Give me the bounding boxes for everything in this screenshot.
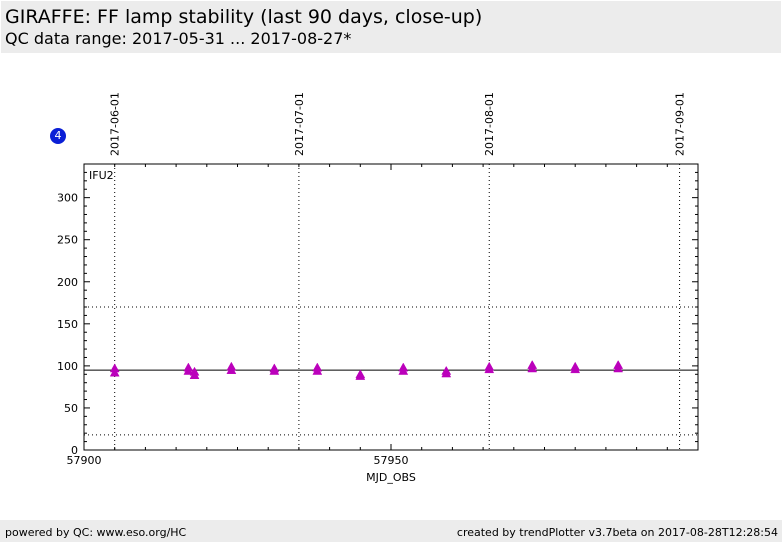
date-tick-label: 2017-07-01 — [293, 92, 306, 156]
y-tick-label: 0 — [71, 444, 78, 457]
data-point-marker — [226, 365, 237, 374]
data-point-marker — [109, 367, 120, 377]
y-tick-label: 300 — [57, 192, 78, 205]
y-tick-label: 200 — [57, 276, 78, 289]
y-tick-label: 100 — [57, 360, 78, 373]
date-tick-label: 2017-08-01 — [483, 92, 496, 156]
data-point-marker — [312, 365, 323, 375]
header-bar: GIRAFFE: FF lamp stability (last 90 days… — [0, 0, 782, 54]
y-tick-label: 250 — [57, 234, 78, 247]
y-tick-label: 50 — [64, 402, 78, 415]
page-title: GIRAFFE: FF lamp stability (last 90 days… — [5, 6, 483, 28]
date-tick-label: 2017-06-01 — [109, 92, 122, 156]
panel-label: IFU2 — [89, 169, 114, 182]
data-point-marker — [189, 370, 200, 379]
footer-powered-by: powered by QC: www.eso.org/HC — [5, 526, 187, 539]
data-point-marker — [527, 363, 538, 373]
data-point-marker — [183, 365, 194, 375]
data-point-marker — [269, 365, 280, 375]
data-point-marker — [441, 368, 452, 378]
y-tick-label: 150 — [57, 318, 78, 331]
x-axis-label: MJD_OBS — [366, 471, 416, 484]
footer-created-by: created by trendPlotter v3.7beta on 2017… — [456, 526, 778, 539]
plot-number-badge: 4 — [50, 128, 66, 144]
data-point-marker — [613, 363, 624, 373]
data-point-marker — [398, 365, 409, 375]
footer-bar: powered by QC: www.eso.org/HC created by… — [0, 520, 782, 542]
data-point-marker — [484, 364, 495, 374]
x-tick-label: 57900 — [67, 454, 102, 467]
data-point-marker — [355, 370, 366, 380]
data-point-marker — [570, 364, 581, 374]
x-tick-label: 57950 — [374, 454, 409, 467]
page-subtitle: QC data range: 2017-05-31 ... 2017-08-27… — [5, 29, 352, 48]
date-tick-label: 2017-09-01 — [674, 92, 687, 156]
